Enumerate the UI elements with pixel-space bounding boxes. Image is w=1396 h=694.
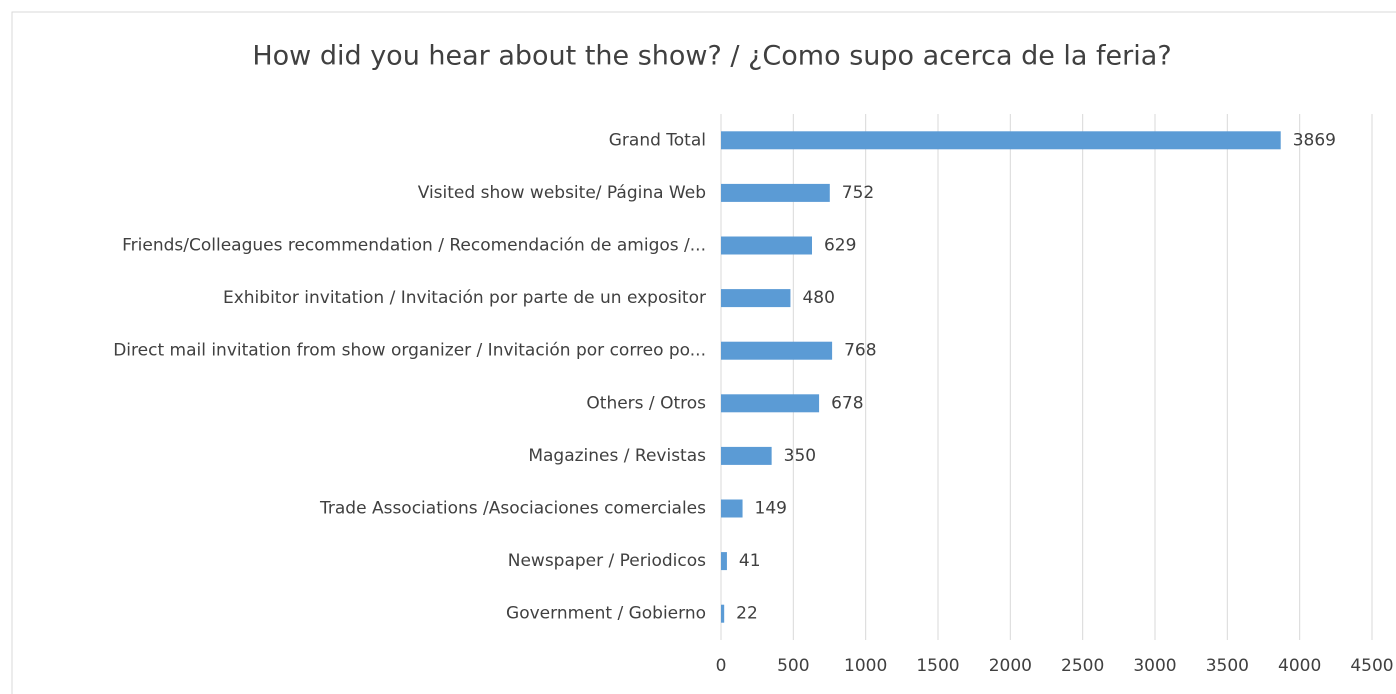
data-label: 22 <box>736 604 758 624</box>
y-tick-label: Government / Gobierno <box>506 604 706 624</box>
y-tick-label: Visited show website/ Página Web <box>418 183 706 203</box>
data-label: 41 <box>739 551 761 571</box>
bar <box>721 446 772 465</box>
x-tick-label: 500 <box>777 656 809 676</box>
y-tick-label: Direct mail invitation from show organiz… <box>113 341 706 361</box>
chart-border <box>11 11 1396 694</box>
y-tick-label: Others / Otros <box>586 393 706 413</box>
x-tick-label: 1500 <box>916 656 959 676</box>
data-label: 768 <box>844 341 876 361</box>
x-tick-label: 4000 <box>1278 656 1321 676</box>
data-label: 350 <box>784 446 816 466</box>
bar <box>721 131 1281 150</box>
y-tick-label: Trade Associations /Asociaciones comerci… <box>319 499 706 519</box>
bar <box>721 604 725 623</box>
bar <box>721 289 791 308</box>
y-tick-label: Friends/Colleagues recommendation / Reco… <box>122 236 706 256</box>
x-tick-label: 3000 <box>1133 656 1176 676</box>
x-tick-label: 1000 <box>844 656 887 676</box>
data-label: 678 <box>831 393 863 413</box>
bar <box>721 183 830 202</box>
bar <box>721 236 812 255</box>
data-label: 3869 <box>1293 130 1336 150</box>
x-tick-label: 4500 <box>1350 656 1393 676</box>
y-tick-label: Magazines / Revistas <box>528 446 706 466</box>
x-tick-label: 2000 <box>989 656 1032 676</box>
y-tick-label: Exhibitor invitation / Invitación por pa… <box>223 288 706 308</box>
bar <box>721 341 833 360</box>
data-label: 752 <box>842 183 874 203</box>
x-tick-label: 0 <box>716 656 727 676</box>
chart-title: How did you hear about the show? / ¿Como… <box>252 41 1171 72</box>
data-label: 480 <box>802 288 834 308</box>
x-tick-label: 2500 <box>1061 656 1104 676</box>
bar <box>721 552 727 571</box>
y-tick-label: Newspaper / Periodicos <box>508 551 706 571</box>
y-tick-label: Grand Total <box>609 130 706 150</box>
data-label: 149 <box>755 499 787 519</box>
bar <box>721 394 820 413</box>
x-tick-label: 3500 <box>1206 656 1249 676</box>
data-label: 629 <box>824 236 856 256</box>
bar <box>721 499 743 518</box>
